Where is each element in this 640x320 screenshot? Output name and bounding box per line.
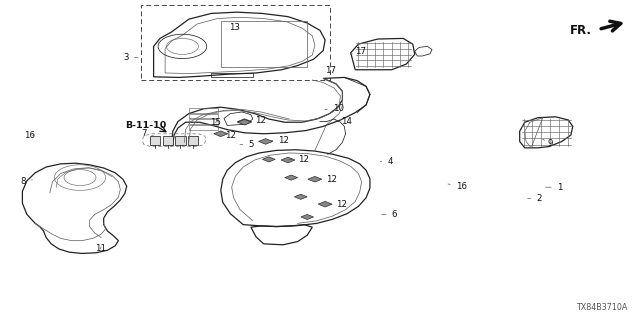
- Text: 7: 7: [141, 129, 154, 138]
- Polygon shape: [294, 194, 307, 199]
- Text: 12: 12: [271, 136, 289, 145]
- Text: 11: 11: [95, 244, 106, 253]
- Polygon shape: [308, 176, 322, 182]
- Text: 4: 4: [380, 157, 393, 166]
- Text: 12: 12: [219, 132, 236, 140]
- Polygon shape: [163, 136, 173, 145]
- Text: 16: 16: [448, 182, 467, 191]
- Text: 17: 17: [351, 47, 366, 56]
- Polygon shape: [175, 136, 186, 145]
- Text: 8: 8: [20, 177, 33, 186]
- Polygon shape: [188, 136, 198, 145]
- Text: 15: 15: [210, 118, 221, 127]
- Text: FR.: FR.: [570, 24, 592, 37]
- Text: 13: 13: [229, 23, 240, 32]
- Text: 9: 9: [543, 139, 552, 148]
- Text: TX84B3710A: TX84B3710A: [576, 303, 627, 312]
- Text: 12: 12: [329, 200, 347, 209]
- Polygon shape: [259, 139, 273, 144]
- Polygon shape: [318, 201, 332, 207]
- Polygon shape: [281, 157, 295, 163]
- Text: 5: 5: [240, 140, 254, 149]
- Polygon shape: [285, 175, 298, 180]
- Text: 1: 1: [545, 183, 563, 192]
- Text: 16: 16: [24, 132, 35, 140]
- Polygon shape: [237, 119, 252, 124]
- Text: 2: 2: [527, 194, 542, 203]
- Text: 14: 14: [335, 117, 352, 126]
- Text: 6: 6: [381, 210, 397, 219]
- Bar: [141, 5, 330, 80]
- Polygon shape: [214, 131, 228, 137]
- Text: 17: 17: [325, 66, 336, 75]
- Polygon shape: [150, 136, 160, 145]
- Text: 12: 12: [248, 116, 266, 125]
- Polygon shape: [262, 157, 275, 162]
- Text: 12: 12: [289, 155, 308, 164]
- Polygon shape: [237, 119, 252, 125]
- Polygon shape: [301, 214, 314, 220]
- Text: B-11-10: B-11-10: [125, 121, 166, 130]
- Text: 10: 10: [325, 104, 344, 113]
- Text: 3: 3: [124, 53, 138, 62]
- Text: 12: 12: [319, 175, 337, 184]
